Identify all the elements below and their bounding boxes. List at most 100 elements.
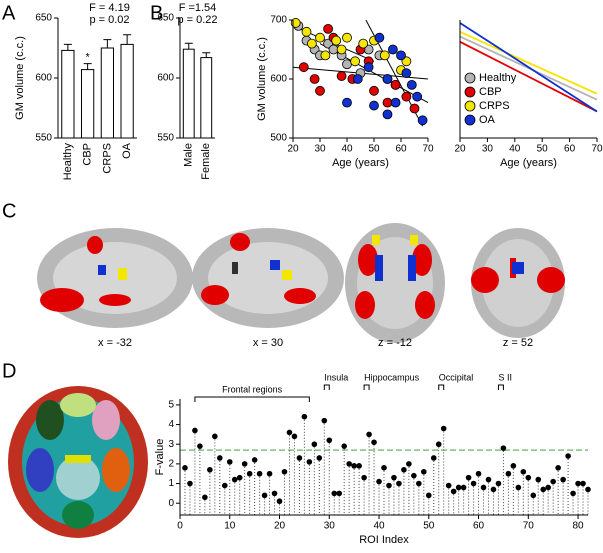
x-tick-label: Female xyxy=(200,143,212,180)
significance-star: * xyxy=(85,52,90,64)
point xyxy=(182,465,188,471)
point xyxy=(421,468,427,475)
point xyxy=(379,50,390,61)
legend-swatch xyxy=(464,72,476,84)
annotation: F =1.54 xyxy=(179,2,217,14)
point xyxy=(570,490,576,497)
point xyxy=(565,453,571,459)
point xyxy=(386,482,392,489)
point xyxy=(391,474,397,481)
point xyxy=(316,455,323,461)
region-bracket xyxy=(438,384,445,390)
point xyxy=(396,480,402,487)
point xyxy=(241,461,248,467)
annotation: F = 4.19 xyxy=(89,2,130,14)
point xyxy=(358,38,369,49)
x-tick-label: 30 xyxy=(324,521,336,532)
panel-letter: D xyxy=(2,360,16,382)
y-tick-label: 500 xyxy=(270,133,287,144)
point xyxy=(331,490,338,497)
x-tick-label: 30 xyxy=(314,144,326,155)
panel-letter: B xyxy=(150,2,163,24)
region-label: Insula xyxy=(324,372,348,382)
point xyxy=(361,474,367,481)
point xyxy=(296,455,303,461)
x-axis-label: Age (years) xyxy=(500,157,557,169)
point xyxy=(336,490,343,497)
y-tick-label: 600 xyxy=(35,73,52,84)
point xyxy=(550,478,556,485)
point xyxy=(371,439,377,446)
line xyxy=(459,22,598,113)
brain-atlas xyxy=(8,386,148,538)
point xyxy=(560,476,566,483)
point xyxy=(315,85,325,96)
point xyxy=(396,50,406,61)
point xyxy=(311,441,318,448)
point xyxy=(485,476,492,483)
point xyxy=(187,480,193,487)
point xyxy=(197,443,203,449)
slice-label: x = -32 xyxy=(98,337,132,349)
panel-letter: C xyxy=(2,200,16,222)
legend-swatch xyxy=(464,114,476,126)
point xyxy=(455,484,462,491)
point xyxy=(271,490,278,497)
y-tick-label: 600 xyxy=(270,74,287,85)
point xyxy=(346,461,352,467)
point xyxy=(369,85,379,96)
x-tick-label: 40 xyxy=(373,521,385,532)
point xyxy=(366,431,372,438)
point xyxy=(212,433,218,440)
x-tick-label: 30 xyxy=(482,144,494,155)
point xyxy=(301,413,308,420)
point xyxy=(351,463,357,469)
point xyxy=(411,472,417,479)
point xyxy=(374,32,385,43)
x-tick-label: 80 xyxy=(572,521,584,532)
point xyxy=(306,459,313,465)
y-axis-label: F-value xyxy=(154,439,166,476)
point xyxy=(510,463,517,469)
point xyxy=(336,44,347,55)
point xyxy=(480,484,487,491)
x-tick-label: 70 xyxy=(523,521,535,532)
point xyxy=(381,465,387,471)
point xyxy=(309,74,320,84)
legend-swatch xyxy=(464,100,476,112)
region-bracket xyxy=(497,384,504,390)
point xyxy=(286,429,293,436)
point xyxy=(342,97,352,108)
point xyxy=(326,437,333,444)
point xyxy=(251,457,258,463)
error-bar xyxy=(103,39,112,48)
line xyxy=(459,30,598,95)
point xyxy=(336,71,347,81)
bar xyxy=(100,47,114,139)
point xyxy=(246,470,253,477)
point xyxy=(341,443,347,449)
brain-slice xyxy=(471,228,565,338)
point xyxy=(301,26,312,37)
x-tick-label: 20 xyxy=(454,144,466,155)
point xyxy=(261,492,268,499)
y-tick-label: 0 xyxy=(168,498,174,509)
y-tick-label: 700 xyxy=(270,15,287,26)
point xyxy=(440,425,447,432)
point xyxy=(475,470,482,477)
point xyxy=(401,68,412,78)
point xyxy=(465,474,472,481)
point xyxy=(406,461,412,467)
legend-label: Healthy xyxy=(479,72,517,84)
x-tick-label: 40 xyxy=(509,144,521,155)
point xyxy=(281,468,288,475)
line xyxy=(459,41,598,113)
point xyxy=(217,455,223,461)
x-tick-label: 50 xyxy=(537,144,549,155)
point xyxy=(390,97,401,108)
x-tick-label: 40 xyxy=(341,144,353,155)
point xyxy=(525,474,532,481)
legend-swatch xyxy=(464,86,476,98)
y-tick-label: 5 xyxy=(168,400,174,411)
x-axis-label: ROI Index xyxy=(359,534,409,546)
